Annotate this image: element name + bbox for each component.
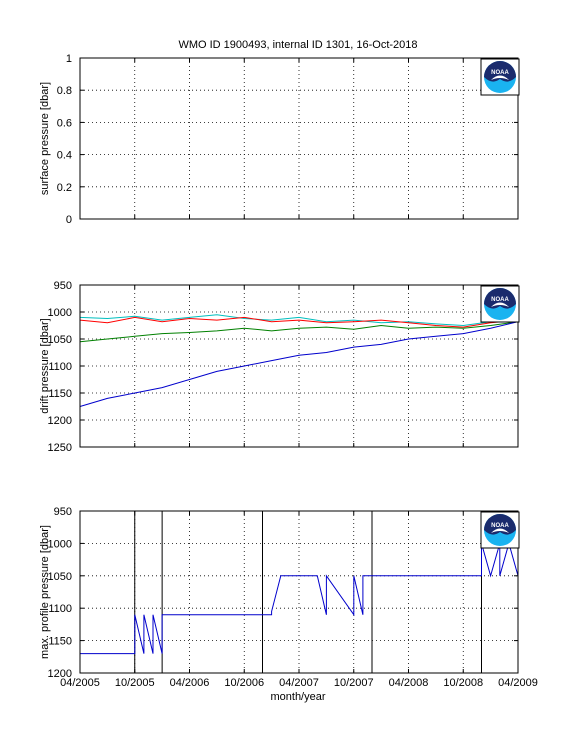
logo-text: NOAA: [491, 70, 509, 76]
x-tick-label: 04/2007: [279, 677, 319, 689]
x-tick-label: 10/2008: [443, 677, 483, 689]
series-line-2: [79, 316, 519, 328]
y-tick-label: 1050: [48, 334, 72, 346]
y-tick-label: 950: [54, 506, 72, 518]
plot-frame: [79, 57, 519, 220]
logo-gull: [491, 528, 509, 533]
y-tick-label: 0.6: [57, 117, 72, 129]
y-tick-label: 0.2: [57, 182, 72, 194]
y-tick-label: 0: [66, 214, 72, 226]
x-tick-label: 10/2007: [334, 677, 374, 689]
y-tick-label: 1: [66, 53, 72, 65]
y-tick-label: 1100: [48, 603, 72, 615]
x-tick-label: 04/2005: [60, 677, 100, 689]
y-tick-label: 0.8: [57, 85, 72, 97]
series-line-1: [79, 314, 519, 327]
chart-panel-2: 950 1000 1050 1100 1150 1200 1250 drift pressur…: [39, 280, 520, 454]
y-tick-label: 950: [54, 280, 72, 292]
y-axis-label: max. profile pressure [dbar]: [39, 525, 51, 659]
y-tick-label: 1000: [48, 307, 72, 319]
y-tick-label: 1000: [48, 538, 72, 550]
chart-panel-3: 04/2005 10/2005 04/2006 10/2006 04/2007 10/20…: [39, 506, 538, 689]
y-tick-label: 1100: [48, 361, 72, 373]
y-tick-label: 1200: [48, 668, 72, 680]
logo-gull: [491, 75, 509, 80]
y-tick-label: 0.4: [57, 150, 72, 162]
series-line-4: [79, 321, 519, 407]
series-line-3: [79, 321, 519, 343]
x-tick-label: 10/2005: [115, 677, 155, 689]
figure-title: WMO ID 1900493, internal ID 1301, 16-Oct…: [178, 39, 417, 51]
x-tick-label: 10/2006: [224, 677, 264, 689]
noaa-logo-icon: NOAA: [480, 511, 520, 549]
chart-panel-1: 0 0.2 0.4 0.6 0.8 1 surface pressure [dbar] NOA…: [39, 53, 520, 226]
x-tick-label: 04/2006: [170, 677, 210, 689]
logo-gull: [491, 302, 509, 307]
plot-frame: [79, 284, 519, 448]
y-tick-label: 1250: [48, 442, 72, 454]
y-tick-label: 1150: [48, 636, 72, 648]
logo-sky: [484, 514, 516, 535]
y-axis-label: drift pressure [dbar]: [39, 318, 51, 413]
x-tick-label: 04/2009: [498, 677, 538, 689]
x-axis-label: month/year: [270, 691, 325, 703]
logo-text: NOAA: [491, 523, 509, 529]
logo-text: NOAA: [491, 297, 509, 303]
noaa-logo-icon: NOAA: [480, 58, 520, 96]
logo-sky: [484, 288, 516, 309]
series-line-1: [80, 541, 519, 655]
y-tick-label: 1050: [48, 571, 72, 583]
y-tick-label: 1200: [48, 415, 72, 427]
x-tick-label: 04/2008: [389, 677, 429, 689]
plot-frame: [79, 510, 519, 674]
logo-sky: [484, 61, 516, 82]
y-tick-label: 1150: [48, 388, 72, 400]
noaa-logo-icon: NOAA: [480, 285, 520, 323]
y-axis-label: surface pressure [dbar]: [39, 82, 51, 195]
